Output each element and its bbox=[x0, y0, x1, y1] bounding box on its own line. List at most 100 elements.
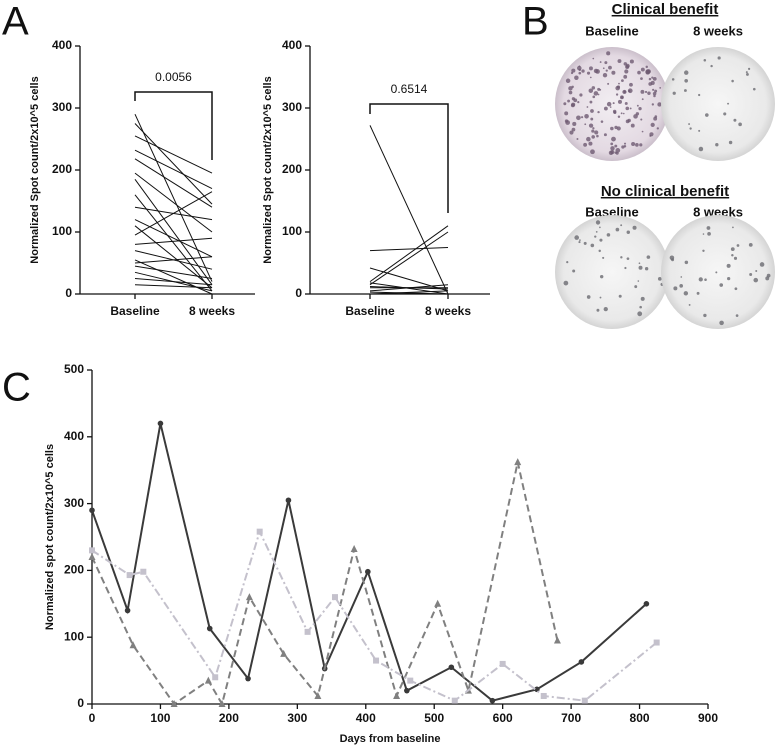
spot bbox=[597, 93, 600, 96]
spot bbox=[719, 320, 724, 326]
pair-line bbox=[134, 225, 213, 289]
spot bbox=[602, 67, 605, 70]
spot bbox=[580, 116, 584, 119]
y-axis-title: Normalized Spot count/2x10^5 cells bbox=[29, 76, 41, 263]
marker bbox=[218, 700, 226, 707]
y-tick-label: 400 bbox=[282, 38, 302, 52]
spot bbox=[606, 101, 612, 107]
spot bbox=[606, 233, 611, 237]
spot bbox=[630, 123, 635, 128]
spot bbox=[625, 63, 630, 69]
spot bbox=[606, 51, 611, 56]
spot bbox=[617, 59, 622, 64]
x-tick-label: 400 bbox=[356, 711, 376, 725]
pair-line bbox=[134, 259, 213, 295]
spot bbox=[624, 142, 627, 145]
spot bbox=[576, 138, 579, 140]
spot bbox=[578, 241, 581, 244]
spot bbox=[766, 273, 771, 278]
spot bbox=[650, 122, 655, 127]
pair-line bbox=[134, 194, 213, 292]
bracket bbox=[134, 91, 213, 160]
spot bbox=[577, 101, 580, 104]
spot bbox=[680, 276, 683, 278]
marker bbox=[653, 639, 660, 646]
spot bbox=[727, 277, 731, 281]
marker bbox=[451, 697, 458, 704]
panel-letter: C bbox=[2, 366, 31, 410]
spot bbox=[592, 95, 596, 99]
marker bbox=[407, 677, 414, 684]
y-tick-label: 200 bbox=[52, 162, 72, 176]
spot bbox=[648, 77, 652, 81]
spot bbox=[620, 256, 623, 259]
y-tick-label: 100 bbox=[52, 224, 72, 238]
spot bbox=[618, 82, 620, 85]
spot bbox=[749, 273, 753, 276]
spot bbox=[615, 227, 620, 232]
spot bbox=[624, 69, 629, 74]
spot bbox=[706, 226, 711, 230]
spot bbox=[717, 56, 721, 60]
spot bbox=[610, 146, 615, 151]
marker bbox=[373, 657, 380, 664]
spot bbox=[637, 70, 641, 75]
marker bbox=[643, 601, 650, 607]
marker bbox=[170, 700, 178, 707]
spot bbox=[586, 71, 591, 75]
x-tick-label: 500 bbox=[424, 711, 444, 725]
column-label: Baseline bbox=[585, 23, 638, 38]
spot bbox=[672, 91, 676, 95]
spot bbox=[652, 76, 657, 81]
group-title: No clinical benefit bbox=[601, 183, 729, 200]
spot bbox=[641, 98, 644, 101]
spot bbox=[596, 308, 600, 312]
spot bbox=[640, 67, 645, 72]
marker bbox=[404, 687, 410, 694]
x-tick-label: 8 weeks bbox=[425, 304, 471, 318]
spot bbox=[594, 235, 597, 238]
p-value: 0.0056 bbox=[155, 70, 192, 84]
marker bbox=[350, 545, 358, 553]
spot bbox=[632, 225, 637, 230]
spot bbox=[752, 87, 756, 91]
pair-line bbox=[134, 191, 213, 236]
spot bbox=[654, 89, 658, 93]
spot bbox=[688, 123, 691, 125]
spot bbox=[645, 65, 648, 69]
pair-line bbox=[134, 237, 213, 245]
spot bbox=[684, 260, 689, 265]
pair-line bbox=[134, 219, 213, 258]
panel-letter: A bbox=[2, 0, 29, 44]
marker bbox=[157, 420, 164, 427]
spot bbox=[610, 142, 614, 146]
spot bbox=[572, 269, 576, 273]
marker bbox=[393, 691, 401, 699]
well bbox=[661, 47, 775, 161]
spot bbox=[657, 276, 662, 281]
spot bbox=[608, 65, 612, 70]
spot bbox=[735, 314, 739, 317]
spot bbox=[730, 247, 735, 251]
y-tick-label: 0 bbox=[65, 286, 72, 300]
spot bbox=[590, 149, 595, 155]
spot bbox=[596, 134, 599, 138]
spot bbox=[588, 88, 594, 93]
spot bbox=[746, 72, 749, 76]
spot bbox=[600, 120, 604, 123]
spot bbox=[755, 269, 758, 273]
spot bbox=[683, 291, 689, 296]
pair-line bbox=[134, 135, 213, 174]
marker bbox=[140, 568, 147, 575]
spot bbox=[594, 130, 599, 135]
marker bbox=[489, 697, 496, 704]
spot bbox=[637, 280, 640, 282]
spot bbox=[603, 106, 608, 111]
x-tick-label: 8 weeks bbox=[189, 304, 235, 318]
marker bbox=[204, 676, 212, 684]
spot bbox=[563, 102, 567, 106]
y-tick-label: 100 bbox=[282, 224, 302, 238]
spot bbox=[727, 102, 730, 105]
x-tick-label: 200 bbox=[219, 711, 239, 725]
bracket bbox=[369, 103, 449, 213]
